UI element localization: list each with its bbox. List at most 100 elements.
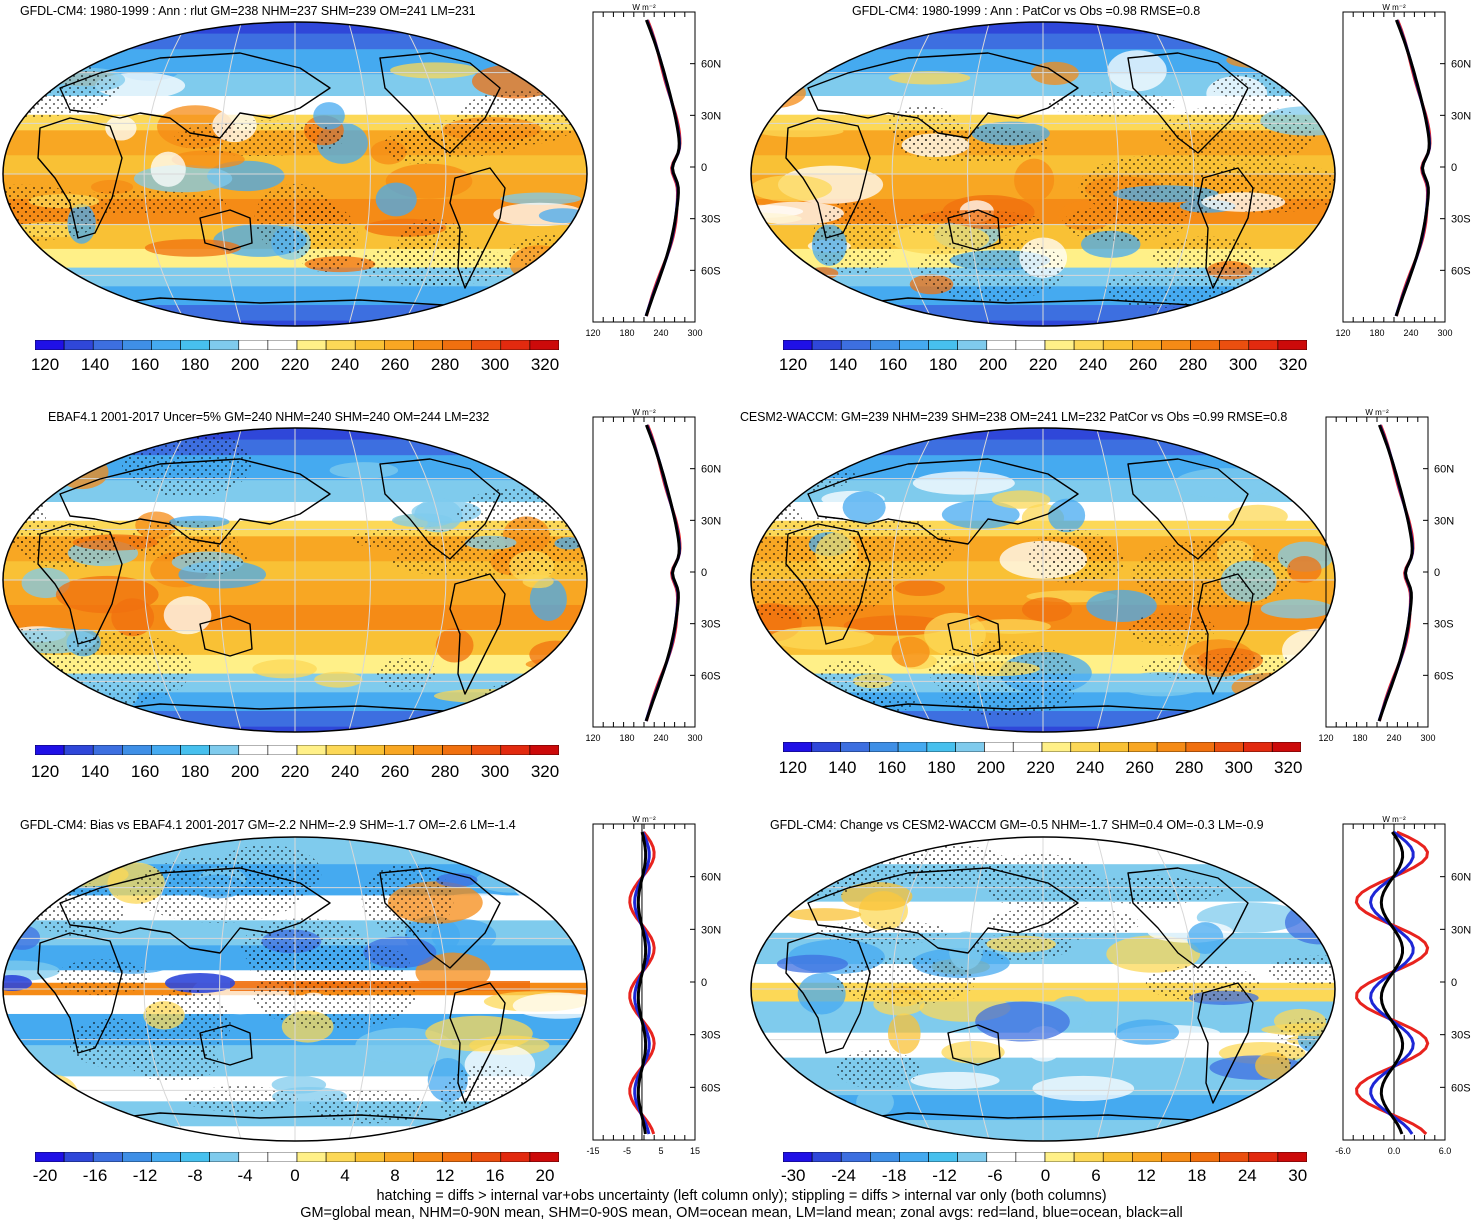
unit-label: W m⁻²: [632, 3, 656, 12]
colorbar-swatch: [413, 340, 443, 350]
colorbar-swatch: [926, 742, 956, 752]
colorbar-swatch: [238, 340, 269, 350]
x-tick-label: -5: [623, 1146, 631, 1156]
colorbar-tick-label: 200: [230, 355, 260, 374]
map: [2, 21, 588, 327]
map: [750, 427, 1336, 733]
colorbar-tick-label: 280: [1178, 355, 1208, 374]
colorbar-swatch: [1073, 1152, 1104, 1162]
map: [2, 427, 588, 733]
lat-tick-label: 0: [1451, 162, 1457, 174]
colorbar-labels: 120 140 160 180 200 220 240 260 280 300 320: [20, 762, 570, 782]
colorbar-swatch: [1161, 1152, 1191, 1162]
colorbar-tick-label: 160: [130, 355, 160, 374]
coastline: [947, 209, 1001, 251]
x-tick-label: 5: [658, 1146, 663, 1156]
colorbar-swatch: [1128, 742, 1158, 752]
panel-title: GFDL-CM4: Bias vs EBAF4.1 2001-2017 GM=-…: [20, 818, 516, 832]
colorbar-swatch: [1271, 742, 1301, 752]
colorbar-tick-label: -18: [881, 1166, 907, 1185]
colorbar-swatch: [986, 1152, 1017, 1162]
colorbar-swatch: [529, 745, 559, 755]
colorbar-tick-label: 260: [1125, 758, 1154, 777]
colorbar-swatch: [500, 340, 531, 350]
zonal-mean-plot: W m⁻² 60N 30N 0 30S 60S 120 180 240 300: [1335, 3, 1471, 338]
colorbar-swatch: [384, 340, 414, 350]
colorbar-tick-label: 24: [1237, 1166, 1257, 1185]
lat-tick-label: 30N: [1451, 924, 1471, 936]
zonal-mean-plot: W m⁻² 60N 30N 0 30S 60S -15 -5 5 15: [586, 815, 721, 1156]
colorbar-swatch: [151, 745, 181, 755]
colorbar: [783, 340, 1307, 350]
coastline: [785, 932, 871, 1054]
coastline: [449, 982, 506, 1104]
colorbar: [783, 742, 1301, 752]
colorbar-tick-label: 200: [976, 758, 1006, 777]
colorbar-swatch: [840, 340, 871, 350]
colorbar-swatch: [1219, 1152, 1250, 1162]
colorbar-swatch: [1214, 742, 1244, 752]
colorbar-swatch: [783, 1152, 813, 1162]
colorbar-labels: 120 140 160 180 200 220 240 260 280 300 320: [20, 355, 570, 375]
colorbar-swatch: [413, 745, 443, 755]
colorbar-tick-label: 0: [1040, 1166, 1051, 1185]
coastline: [59, 867, 331, 954]
colorbar-tick-label: 180: [180, 355, 210, 374]
colorbar-tick-label: 140: [828, 355, 858, 374]
coastline: [37, 523, 123, 645]
unit-label: W m⁻²: [632, 408, 656, 417]
colorbar-tick-label: 240: [330, 762, 360, 781]
colorbar-swatch: [1132, 340, 1162, 350]
colorbar-tick-label: 300: [1224, 758, 1253, 777]
zonal-curve: [644, 424, 681, 722]
colorbar-labels: 120 140 160 180 200 220 240 260 280 300 320: [768, 355, 1318, 375]
colorbar-tick-label: -20: [32, 1166, 58, 1185]
colorbar-tick-label: -24: [831, 1166, 856, 1185]
colorbar-tick-label: 240: [1078, 355, 1108, 374]
colorbar-swatch: [1102, 1152, 1133, 1162]
colorbar-swatch: [1190, 1152, 1220, 1162]
x-tick-label: 240: [653, 733, 668, 743]
colorbar-tick-label: 140: [80, 762, 110, 781]
colorbar-swatch: [35, 1152, 65, 1162]
lat-tick-label: 60N: [1451, 872, 1471, 884]
lat-tick-label: 60N: [1451, 59, 1471, 71]
panel-title: GFDL-CM4: 1980-1999 : Ann : rlut GM=238 …: [20, 4, 476, 18]
zonal-curve: [1379, 831, 1405, 1135]
lat-tick-label: 30S: [701, 214, 721, 226]
colorbar-swatch: [471, 1152, 502, 1162]
colorbar-swatch: [500, 745, 531, 755]
colorbar-tick-label: 120: [778, 355, 808, 374]
colorbar-tick-label: -12: [932, 1166, 957, 1185]
colorbar-swatch: [870, 340, 900, 350]
x-tick-label: 240: [1403, 328, 1418, 338]
colorbar-swatch: [1132, 1152, 1162, 1162]
coastline: [449, 573, 506, 695]
lat-tick-label: 60S: [701, 1082, 721, 1094]
colorbar-swatch: [296, 1152, 327, 1162]
colorbar-tick-label: 120: [30, 355, 60, 374]
lat-tick-label: 30S: [1451, 214, 1471, 226]
colorbar-tick-label: 120: [30, 762, 60, 781]
map: [750, 836, 1336, 1142]
colorbar-swatch: [267, 1152, 298, 1162]
x-tick-label: 240: [1386, 733, 1401, 743]
colorbar-swatch: [529, 1152, 559, 1162]
coastline: [379, 458, 501, 560]
zonal-curve: [1354, 830, 1430, 1136]
coastline: [379, 867, 501, 969]
x-tick-label: 300: [687, 328, 702, 338]
colorbar-swatch: [984, 742, 1014, 752]
coastline: [807, 458, 1079, 545]
coastline: [1127, 867, 1249, 969]
colorbar-tick-label: 260: [380, 355, 410, 374]
colorbar-swatch: [151, 340, 181, 350]
unit-label: W m⁻²: [1382, 815, 1406, 824]
colorbar-tick-label: 300: [480, 355, 510, 374]
lat-tick-label: 0: [1434, 567, 1440, 579]
colorbar-swatch: [122, 745, 152, 755]
colorbar-tick-label: 240: [330, 355, 360, 374]
colorbar-swatch: [811, 340, 842, 350]
colorbar-tick-label: 260: [380, 762, 410, 781]
colorbar-swatch: [442, 1152, 472, 1162]
